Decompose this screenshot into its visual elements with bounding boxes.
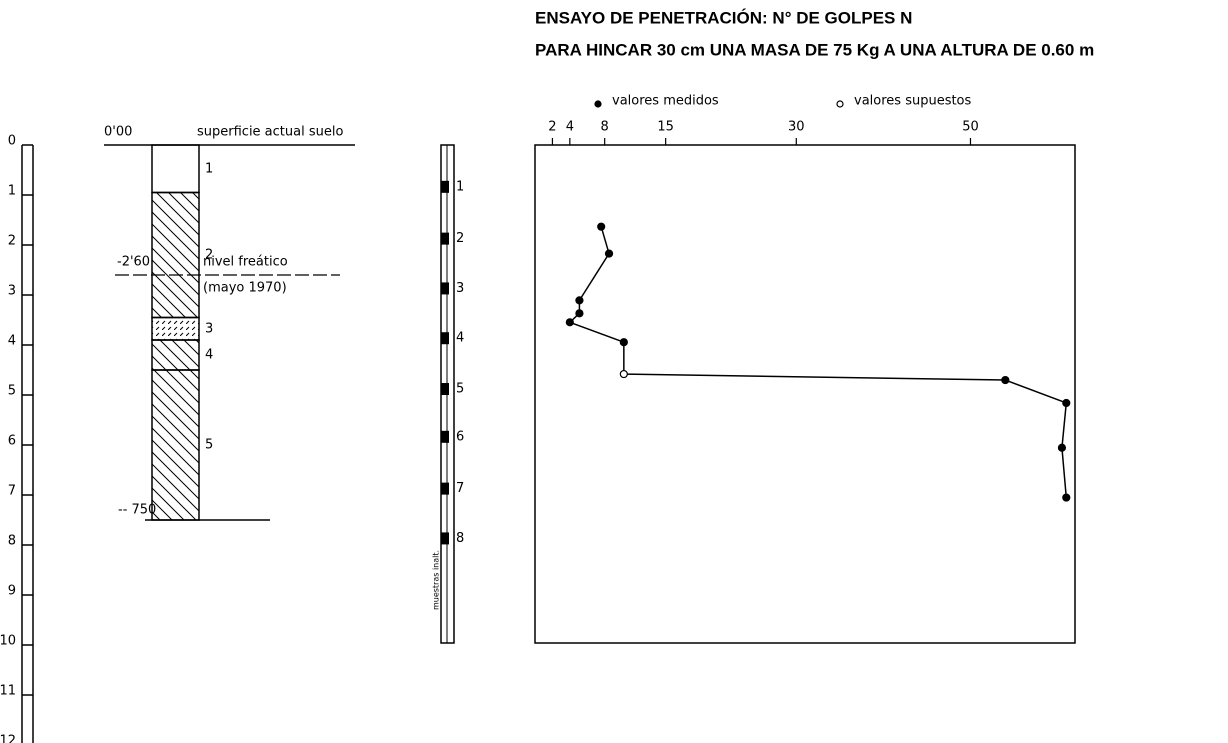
data-point — [1057, 443, 1067, 452]
line-segment — [1061, 447, 1068, 498]
layer-label: 4 — [205, 348, 213, 363]
legend-label: valores supuestos — [854, 94, 972, 109]
sample — [441, 232, 449, 245]
sample-label: 3 — [456, 281, 464, 296]
data-point — [565, 318, 574, 327]
data-point — [575, 309, 584, 318]
tick-label: 0 — [8, 134, 16, 149]
data-point — [619, 338, 628, 347]
layer-label: 2 — [205, 248, 213, 263]
x-tick-label: 50 — [962, 120, 979, 135]
tick-label: 2 — [8, 234, 16, 249]
line-segment — [623, 373, 1006, 381]
sample-label: 8 — [456, 531, 464, 546]
sample-label: 4 — [456, 331, 464, 346]
top-label: 0'00 — [104, 125, 132, 140]
tick-label: 7 — [8, 484, 16, 499]
data-point — [1062, 398, 1071, 408]
sample — [441, 482, 449, 495]
plot-frame — [534, 144, 1076, 644]
x-tick-label: 4 — [566, 120, 574, 135]
legend-label: valores medidos — [612, 94, 719, 109]
line-segment — [600, 226, 610, 254]
water-text: nivel freático — [203, 255, 288, 270]
tick-label: 3 — [8, 284, 16, 299]
sample — [441, 282, 449, 295]
title-line: PARA HINCAR 30 cm UNA MASA DE 75 Kg A UN… — [535, 40, 1094, 59]
sample-label: 5 — [456, 382, 464, 397]
line-segment — [578, 253, 610, 301]
x-tick-label: 8 — [601, 120, 609, 135]
x-tick-label: 15 — [657, 120, 674, 135]
sample — [441, 532, 449, 545]
sample-title: muestras inalt. — [432, 550, 441, 610]
sample-label: 1 — [456, 179, 464, 194]
tick-label: 12 — [0, 734, 16, 743]
data-point — [575, 296, 584, 305]
tick-label: 5 — [8, 384, 16, 399]
tick-label: 10 — [0, 634, 16, 649]
soil-layer — [151, 191, 200, 319]
surface-label: superficie actual suelo — [197, 125, 343, 140]
data-point — [619, 369, 628, 379]
tick-label: 8 — [8, 534, 16, 549]
sample — [441, 430, 449, 443]
layer-label: 1 — [205, 161, 213, 176]
x-tick-label: 2 — [548, 120, 556, 135]
layer-label: 3 — [205, 321, 213, 336]
water-label: -2'60 — [117, 255, 150, 270]
sample — [441, 332, 449, 345]
tick-label: 6 — [8, 434, 16, 449]
data-point — [604, 249, 614, 258]
sample-label: 6 — [456, 429, 464, 444]
layer-label: 5 — [205, 438, 213, 453]
data-point — [1001, 375, 1010, 385]
line-segment — [569, 321, 625, 343]
line-segment — [1005, 379, 1067, 404]
legend-marker — [836, 100, 844, 108]
tick-label: 4 — [8, 334, 16, 349]
water-date: (mayo 1970) — [203, 281, 287, 296]
sample — [441, 383, 449, 396]
soil-layer — [151, 316, 200, 341]
title-line: ENSAYO DE PENETRACIÓN: N° DE GOLPES N — [535, 8, 912, 27]
line-segment — [1061, 402, 1068, 448]
tick-label: 11 — [0, 684, 16, 699]
data-point — [1062, 493, 1071, 502]
sample-label: 2 — [456, 231, 464, 246]
soil-layer — [151, 369, 200, 521]
bottom-label: -- 750 — [118, 503, 156, 518]
x-tick-label: 30 — [788, 120, 805, 135]
data-point — [597, 222, 606, 231]
soil-layer — [151, 339, 200, 371]
tick-label: 9 — [8, 584, 16, 599]
legend-marker — [594, 100, 602, 108]
sample-label: 7 — [456, 481, 464, 496]
soil-layer — [151, 144, 200, 194]
tick-label: 1 — [8, 184, 16, 199]
sample — [441, 180, 449, 193]
